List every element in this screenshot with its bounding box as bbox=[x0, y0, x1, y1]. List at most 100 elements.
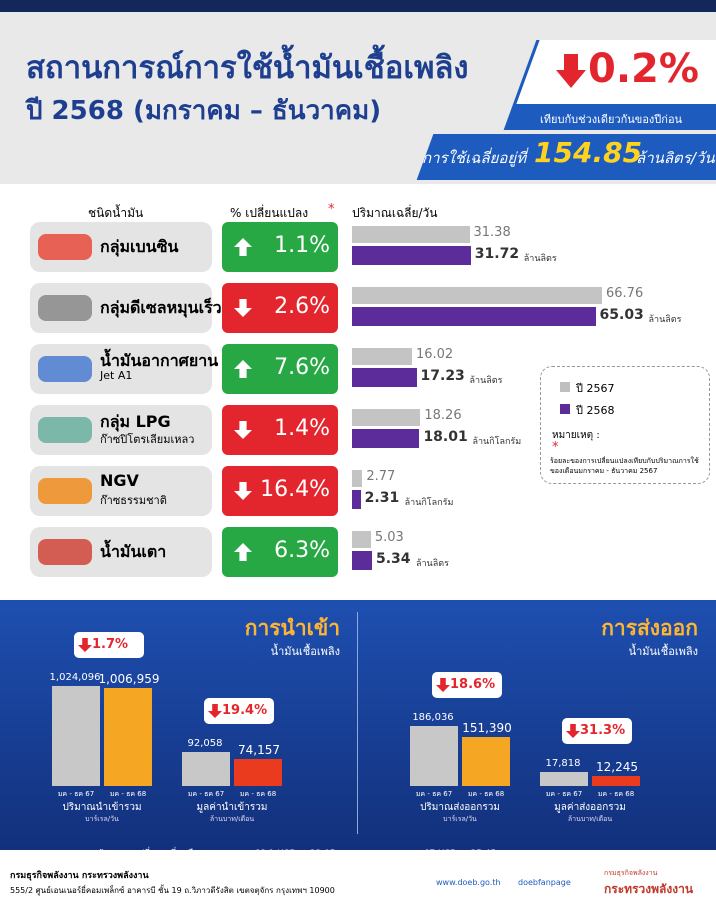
bar-prev bbox=[352, 470, 363, 487]
type-icon bbox=[38, 478, 92, 504]
callout-value: 31.3% bbox=[580, 723, 626, 738]
value-prev: 16.02 bbox=[415, 347, 454, 362]
value-curr: 5.34 bbox=[375, 551, 411, 567]
arrow bbox=[234, 238, 252, 256]
value-prev: 17,818 bbox=[545, 758, 581, 769]
ministry: กระทรวงพลังงาน bbox=[604, 882, 694, 896]
type-name: ก๊าซธรรมชาติ bbox=[100, 494, 167, 507]
avg-value: 154.85 bbox=[534, 136, 643, 169]
value-prev: 66.76 bbox=[606, 286, 644, 301]
bar-curr bbox=[352, 429, 420, 448]
top-strip bbox=[0, 0, 716, 12]
value-prev: 186,036 bbox=[412, 712, 454, 723]
value-prev: 1,024,096 bbox=[49, 672, 101, 683]
bar-curr bbox=[234, 758, 282, 786]
type-icon bbox=[38, 417, 92, 443]
change-value: 2.6% bbox=[274, 294, 330, 319]
type-name: กลุ่ม LPG bbox=[100, 412, 171, 431]
note-text: ร้อยละของการเปลี่ยนแปลงเทียบกับปริมาณการ… bbox=[550, 457, 699, 475]
bar-curr bbox=[104, 687, 152, 786]
period: มค - ธค 67 bbox=[415, 790, 453, 798]
value-prev: 5.03 bbox=[374, 530, 404, 545]
change: 0.2% bbox=[588, 46, 699, 92]
trade-subtitle: น้ำมันเชื้อเพลิง bbox=[628, 645, 698, 658]
legend-label: ปี 2568 bbox=[576, 404, 615, 417]
value-curr: 151,390 bbox=[462, 721, 512, 736]
value-curr: 65.03 bbox=[599, 307, 644, 323]
type-name: กลุ่มเบนซิน bbox=[100, 237, 179, 256]
bar-prev bbox=[182, 752, 230, 786]
bar-prev bbox=[52, 686, 100, 786]
arrow bbox=[234, 299, 252, 317]
value-prev: 18.26 bbox=[424, 408, 462, 423]
change-arrow bbox=[556, 54, 586, 88]
callout-value: 1.7% bbox=[92, 637, 129, 652]
group-unit: บาร์เรล/วัน bbox=[85, 815, 119, 823]
unit: ล้านกิโลกรัม bbox=[404, 498, 454, 508]
footer-address: 555/2 ศูนย์เอนเนอร์ยี่คอมเพล็กซ์ อาคารบี… bbox=[10, 886, 335, 895]
period: มค - ธค 67 bbox=[187, 790, 225, 798]
arrow bbox=[436, 678, 450, 692]
arrow bbox=[234, 421, 252, 439]
title: สถานการณ์การใช้น้ำมันเชื้อเพลิง bbox=[26, 50, 469, 86]
bar-prev bbox=[352, 226, 470, 243]
trade-title: การนำเข้า bbox=[244, 616, 340, 640]
arrow bbox=[234, 482, 252, 500]
type-name: น้ำมันอากาศยาน bbox=[100, 351, 219, 370]
change-value: 1.4% bbox=[274, 416, 330, 441]
compare: เทียบกับช่วงเดียวกันของปีก่อน bbox=[540, 113, 683, 126]
group-name: มูลค่านำเข้ารวม bbox=[196, 802, 268, 813]
bar-curr bbox=[592, 776, 640, 786]
type-icon bbox=[38, 234, 92, 260]
unit: ล้านลิตร bbox=[523, 254, 557, 264]
bar-curr bbox=[462, 737, 510, 786]
arrow bbox=[208, 704, 222, 718]
arrow bbox=[234, 543, 252, 561]
bar-prev bbox=[352, 409, 421, 426]
legend-swatch bbox=[560, 404, 570, 414]
group-name: มูลค่าส่งออกรวม bbox=[554, 802, 626, 813]
callout-value: 18.6% bbox=[450, 677, 496, 692]
type-name: Jet A1 bbox=[100, 369, 133, 382]
footer-org: กรมธุรกิจพลังงาน กระทรวงพลังงาน bbox=[10, 871, 149, 881]
note-star: * bbox=[552, 440, 559, 455]
bar-prev bbox=[352, 348, 412, 365]
bar-prev bbox=[410, 726, 458, 786]
footnote: หมายเหตุ : อัตราแลกเปลี่ยนเฉลี่ย เดือน ม… bbox=[52, 849, 516, 859]
bar-curr bbox=[352, 490, 361, 509]
period: มค - ธค 68 bbox=[597, 790, 635, 798]
bar-curr bbox=[352, 307, 596, 326]
change-value: 1.1% bbox=[274, 233, 330, 258]
group-name: ปริมาณนำเข้ารวม bbox=[62, 802, 142, 813]
value-curr: 2.31 bbox=[364, 490, 400, 506]
col-header: ชนิดน้ำมัน bbox=[88, 206, 144, 220]
trade-divider bbox=[357, 612, 358, 834]
group-unit: บาร์เรล/วัน bbox=[443, 815, 477, 823]
value-curr: 1,006,959 bbox=[98, 671, 160, 686]
group-unit: ล้านบาท/เดือน bbox=[567, 815, 613, 823]
value-curr: 17.23 bbox=[420, 368, 465, 384]
period: มค - ธค 68 bbox=[239, 790, 277, 798]
group-unit: ล้านบาท/เดือน bbox=[209, 815, 255, 823]
type-icon bbox=[38, 295, 92, 321]
subtitle: ปี 2568 (มกราคม – ธันวาคม) bbox=[26, 96, 382, 126]
type-name: ก๊าซปิโตรเลียมเหลว bbox=[100, 433, 195, 446]
unit: ล้านลิตร bbox=[469, 376, 503, 386]
trade-subtitle: น้ำมันเชื้อเพลิง bbox=[270, 645, 340, 658]
note-title: หมายเหตุ : bbox=[552, 430, 600, 441]
type-icon bbox=[38, 356, 92, 382]
type-icon bbox=[38, 539, 92, 565]
type-name: กลุ่มดีเซลหมุนเร็ว bbox=[100, 298, 222, 317]
arrow bbox=[566, 724, 580, 738]
value-prev: 31.38 bbox=[473, 225, 511, 240]
trade-title: การส่งออก bbox=[601, 616, 698, 640]
arrow bbox=[78, 638, 92, 652]
type-name: NGV bbox=[100, 471, 139, 490]
period: มค - ธค 68 bbox=[109, 790, 147, 798]
period: มค - ธค 67 bbox=[57, 790, 95, 798]
legend-label: ปี 2567 bbox=[576, 382, 615, 395]
ministry-small: กรมธุรกิจพลังงาน bbox=[604, 869, 658, 877]
bar-curr bbox=[352, 551, 372, 570]
change-value: 16.4% bbox=[260, 477, 330, 502]
value-prev: 92,058 bbox=[187, 738, 223, 749]
